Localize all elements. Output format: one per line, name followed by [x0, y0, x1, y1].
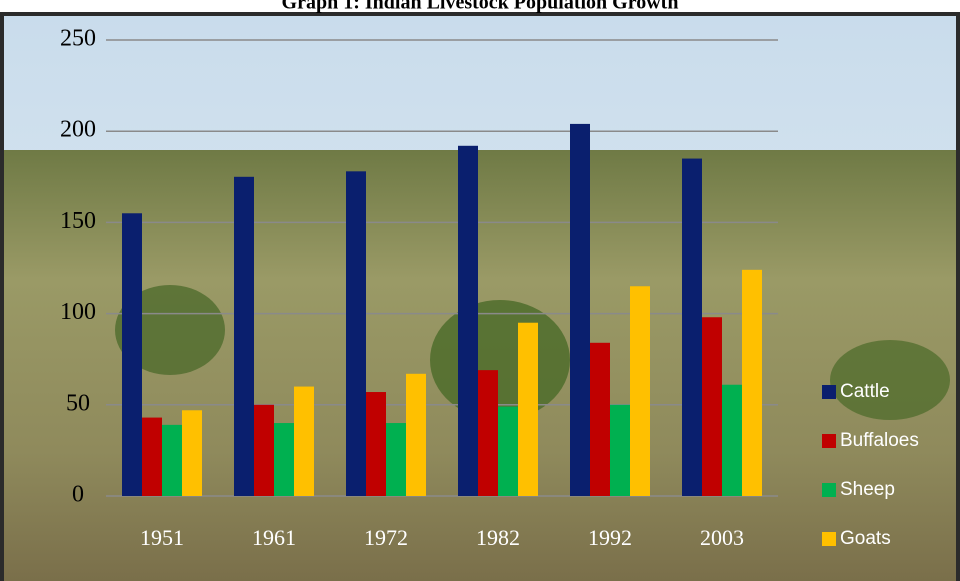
bar	[254, 404, 274, 496]
x-tick-label: 1961	[252, 525, 296, 550]
bar	[570, 123, 590, 497]
legend-swatch	[822, 385, 836, 399]
bar	[590, 342, 610, 496]
bar	[478, 370, 498, 496]
legend-label: Sheep	[840, 479, 895, 500]
bar	[498, 406, 518, 496]
bar	[458, 145, 478, 497]
bar	[182, 410, 202, 496]
y-tick-label: 0	[72, 482, 84, 508]
y-tick-label: 150	[60, 208, 96, 234]
bar	[742, 269, 762, 496]
bar	[294, 386, 314, 496]
legend-swatch	[822, 483, 836, 497]
y-tick-label: 50	[66, 390, 90, 416]
bar	[366, 392, 386, 496]
x-tick-label: 1992	[588, 525, 632, 550]
bar	[630, 286, 650, 496]
bar	[702, 317, 722, 496]
bar	[386, 423, 406, 496]
x-tick-label: 2003	[700, 525, 744, 550]
bar	[346, 171, 366, 496]
chart-title: Graph 1: Indian Livestock Population Gro…	[282, 0, 679, 14]
bar	[274, 423, 294, 496]
bar	[610, 404, 630, 496]
bar	[682, 158, 702, 496]
legend-label: Cattle	[840, 381, 890, 402]
x-tick-label: 1951	[140, 525, 184, 550]
legend-label: Goats	[840, 528, 891, 549]
bar	[142, 417, 162, 496]
y-tick-label: 250	[60, 26, 96, 52]
legend-swatch	[822, 532, 836, 546]
x-tick-label: 1972	[364, 525, 408, 550]
y-tick-label: 200	[60, 117, 96, 143]
legend-label: Buffaloes	[840, 430, 919, 451]
bar	[122, 213, 142, 496]
bar	[722, 384, 742, 496]
bush	[430, 300, 570, 420]
bar	[518, 322, 538, 496]
legend-swatch	[822, 434, 836, 448]
bar	[234, 176, 254, 497]
x-tick-label: 1982	[476, 525, 520, 550]
bush	[115, 285, 225, 375]
bush	[830, 340, 950, 420]
bar	[162, 424, 182, 496]
y-tick-label: 100	[60, 299, 96, 325]
bar	[406, 373, 426, 496]
